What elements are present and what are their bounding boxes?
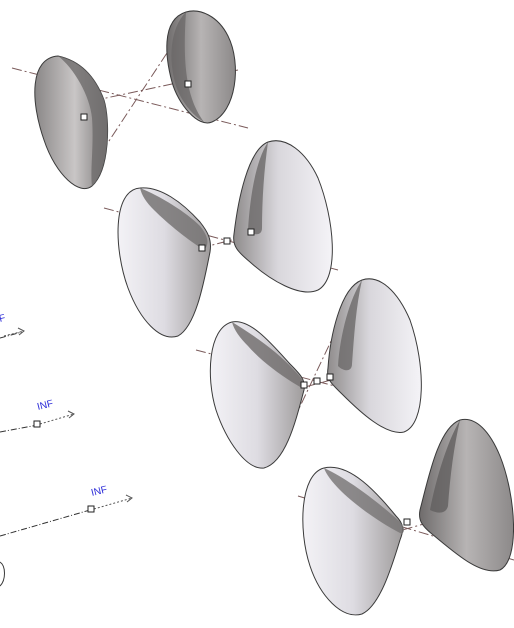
inf-label: INF — [36, 398, 54, 413]
cone-nappe-right — [233, 140, 333, 293]
construction-line-3: INF — [0, 484, 133, 537]
square-point-marker-icon — [80, 113, 88, 121]
square-point-marker-icon — [247, 228, 255, 236]
dash-dot-line — [0, 509, 91, 537]
cone-inner-shade — [430, 420, 460, 513]
arrow-right-icon — [125, 494, 133, 503]
square-point-marker-icon — [223, 237, 231, 245]
arrow-right-icon — [39, 413, 75, 425]
cone-inner-shade — [58, 56, 108, 186]
cone-pair-2 — [103, 140, 339, 338]
cone-inner-shade — [171, 12, 204, 122]
cone-inner-shade — [232, 322, 304, 388]
dash-dot-line — [0, 424, 39, 433]
square-point-marker-icon — [184, 80, 192, 88]
cone-pair-1 — [11, 10, 249, 190]
cone-nappe-right — [419, 418, 514, 572]
square-point-marker-icon — [313, 377, 321, 385]
arrow-right-icon — [67, 410, 75, 419]
square-point-marker-icon — [403, 518, 411, 526]
square-point-marker-icon — [326, 373, 334, 381]
inf-label: F — [0, 313, 7, 325]
construction-line-1: F — [0, 313, 25, 339]
arrow-right-icon — [93, 497, 133, 510]
cone-inner-shade — [248, 142, 268, 235]
construction-line-2: INF — [0, 398, 75, 433]
cone-inner-shade — [140, 188, 208, 250]
arrow-right-icon — [3, 330, 25, 337]
cone-pair-3 — [195, 278, 422, 469]
square-point-marker-icon — [198, 244, 206, 252]
dash-dot-line — [0, 331, 23, 339]
arrow-right-icon — [17, 327, 25, 336]
inf-label: INF — [90, 484, 108, 499]
cone-inner-shade — [324, 468, 405, 534]
square-point-marker-icon — [33, 420, 41, 428]
partial-shape-edge — [0, 561, 5, 587]
cone-inner-shade — [338, 280, 362, 371]
cone-pair-4 — [297, 418, 514, 616]
square-point-marker-icon — [300, 381, 308, 389]
square-point-marker-icon — [87, 505, 95, 513]
